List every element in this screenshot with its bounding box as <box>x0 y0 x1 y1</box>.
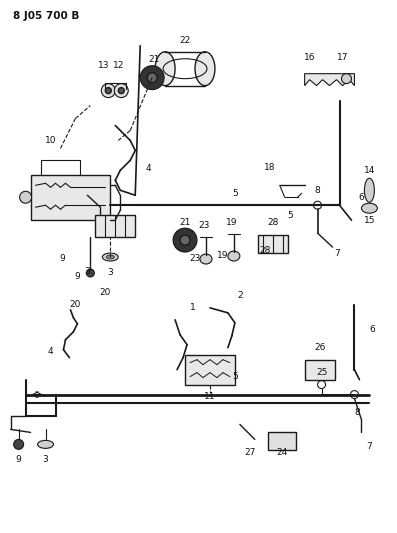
Text: 2: 2 <box>237 292 243 301</box>
Circle shape <box>101 84 115 98</box>
Text: 4: 4 <box>48 347 53 356</box>
Text: 13: 13 <box>98 61 109 70</box>
Circle shape <box>13 439 23 449</box>
Text: 25: 25 <box>316 368 327 377</box>
Bar <box>185 354 235 385</box>
Ellipse shape <box>195 52 215 86</box>
Text: 21: 21 <box>148 55 160 64</box>
Text: 26: 26 <box>314 343 325 352</box>
Text: 20: 20 <box>100 288 111 297</box>
Circle shape <box>105 87 111 94</box>
Bar <box>258 235 288 253</box>
Circle shape <box>87 269 94 277</box>
Text: 21: 21 <box>179 217 191 227</box>
Circle shape <box>19 191 32 203</box>
Ellipse shape <box>38 440 54 448</box>
Circle shape <box>147 72 157 83</box>
Text: 28: 28 <box>267 217 278 227</box>
Text: 19: 19 <box>226 217 238 227</box>
Circle shape <box>140 66 164 90</box>
Text: 12: 12 <box>113 61 124 70</box>
Bar <box>95 215 135 237</box>
Text: 11: 11 <box>204 392 216 401</box>
Polygon shape <box>304 74 355 86</box>
Text: 5: 5 <box>232 189 238 198</box>
Text: 16: 16 <box>304 53 315 62</box>
Ellipse shape <box>228 251 240 261</box>
Circle shape <box>180 235 190 245</box>
Circle shape <box>314 201 322 209</box>
Circle shape <box>341 74 351 84</box>
Text: 3: 3 <box>85 268 90 277</box>
Text: 6: 6 <box>358 193 364 202</box>
Text: 24: 24 <box>276 448 287 457</box>
Text: 3: 3 <box>108 269 113 278</box>
Ellipse shape <box>106 255 114 259</box>
Text: 18: 18 <box>264 163 276 172</box>
Bar <box>304 360 335 379</box>
Circle shape <box>114 84 128 98</box>
Ellipse shape <box>200 254 212 264</box>
Text: 5: 5 <box>232 372 238 381</box>
Text: 4: 4 <box>145 164 151 173</box>
Circle shape <box>351 391 358 399</box>
Bar <box>268 432 296 450</box>
Text: 8: 8 <box>315 186 320 195</box>
Text: 23: 23 <box>198 221 210 230</box>
Ellipse shape <box>361 203 378 213</box>
Text: 6: 6 <box>370 325 375 334</box>
Text: 22: 22 <box>179 36 191 45</box>
Text: 9: 9 <box>16 455 21 464</box>
Ellipse shape <box>155 52 175 86</box>
Text: 3: 3 <box>42 455 48 464</box>
Circle shape <box>173 228 197 252</box>
Text: 28: 28 <box>259 246 270 255</box>
Text: 27: 27 <box>244 448 256 457</box>
Text: 20: 20 <box>70 301 81 309</box>
Text: 10: 10 <box>45 136 56 145</box>
Ellipse shape <box>102 253 118 261</box>
Text: 5: 5 <box>287 211 293 220</box>
Text: 17: 17 <box>337 53 348 62</box>
Text: 8: 8 <box>355 408 360 417</box>
Text: 9: 9 <box>75 272 80 281</box>
Text: 14: 14 <box>364 166 375 175</box>
Text: 7: 7 <box>335 248 340 257</box>
Circle shape <box>118 87 124 94</box>
Text: 15: 15 <box>364 216 375 225</box>
Text: 19: 19 <box>217 251 229 260</box>
Text: 7: 7 <box>366 442 372 451</box>
Text: 9: 9 <box>60 254 66 263</box>
Text: 1: 1 <box>190 303 196 312</box>
Bar <box>31 175 110 220</box>
Text: 23: 23 <box>189 254 201 263</box>
Ellipse shape <box>364 179 374 202</box>
Text: 8 J05 700 B: 8 J05 700 B <box>13 11 79 21</box>
